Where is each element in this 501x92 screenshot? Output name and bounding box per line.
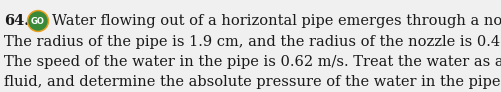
Text: The radius of the pipe is 1.9 cm, and the radius of the nozzle is 0.48 cm.: The radius of the pipe is 1.9 cm, and th… bbox=[4, 35, 501, 49]
Text: The speed of the water in the pipe is 0.62 m/s. Treat the water as an ideal: The speed of the water in the pipe is 0.… bbox=[4, 55, 501, 69]
Text: Water flowing out of a horizontal pipe emerges through a nozzle.: Water flowing out of a horizontal pipe e… bbox=[52, 14, 501, 28]
Circle shape bbox=[28, 10, 49, 31]
Text: fluid, and determine the absolute pressure of the water in the pipe.: fluid, and determine the absolute pressu… bbox=[4, 75, 501, 89]
Text: 64.: 64. bbox=[4, 14, 29, 28]
Circle shape bbox=[29, 12, 47, 30]
Text: GO: GO bbox=[31, 16, 45, 25]
